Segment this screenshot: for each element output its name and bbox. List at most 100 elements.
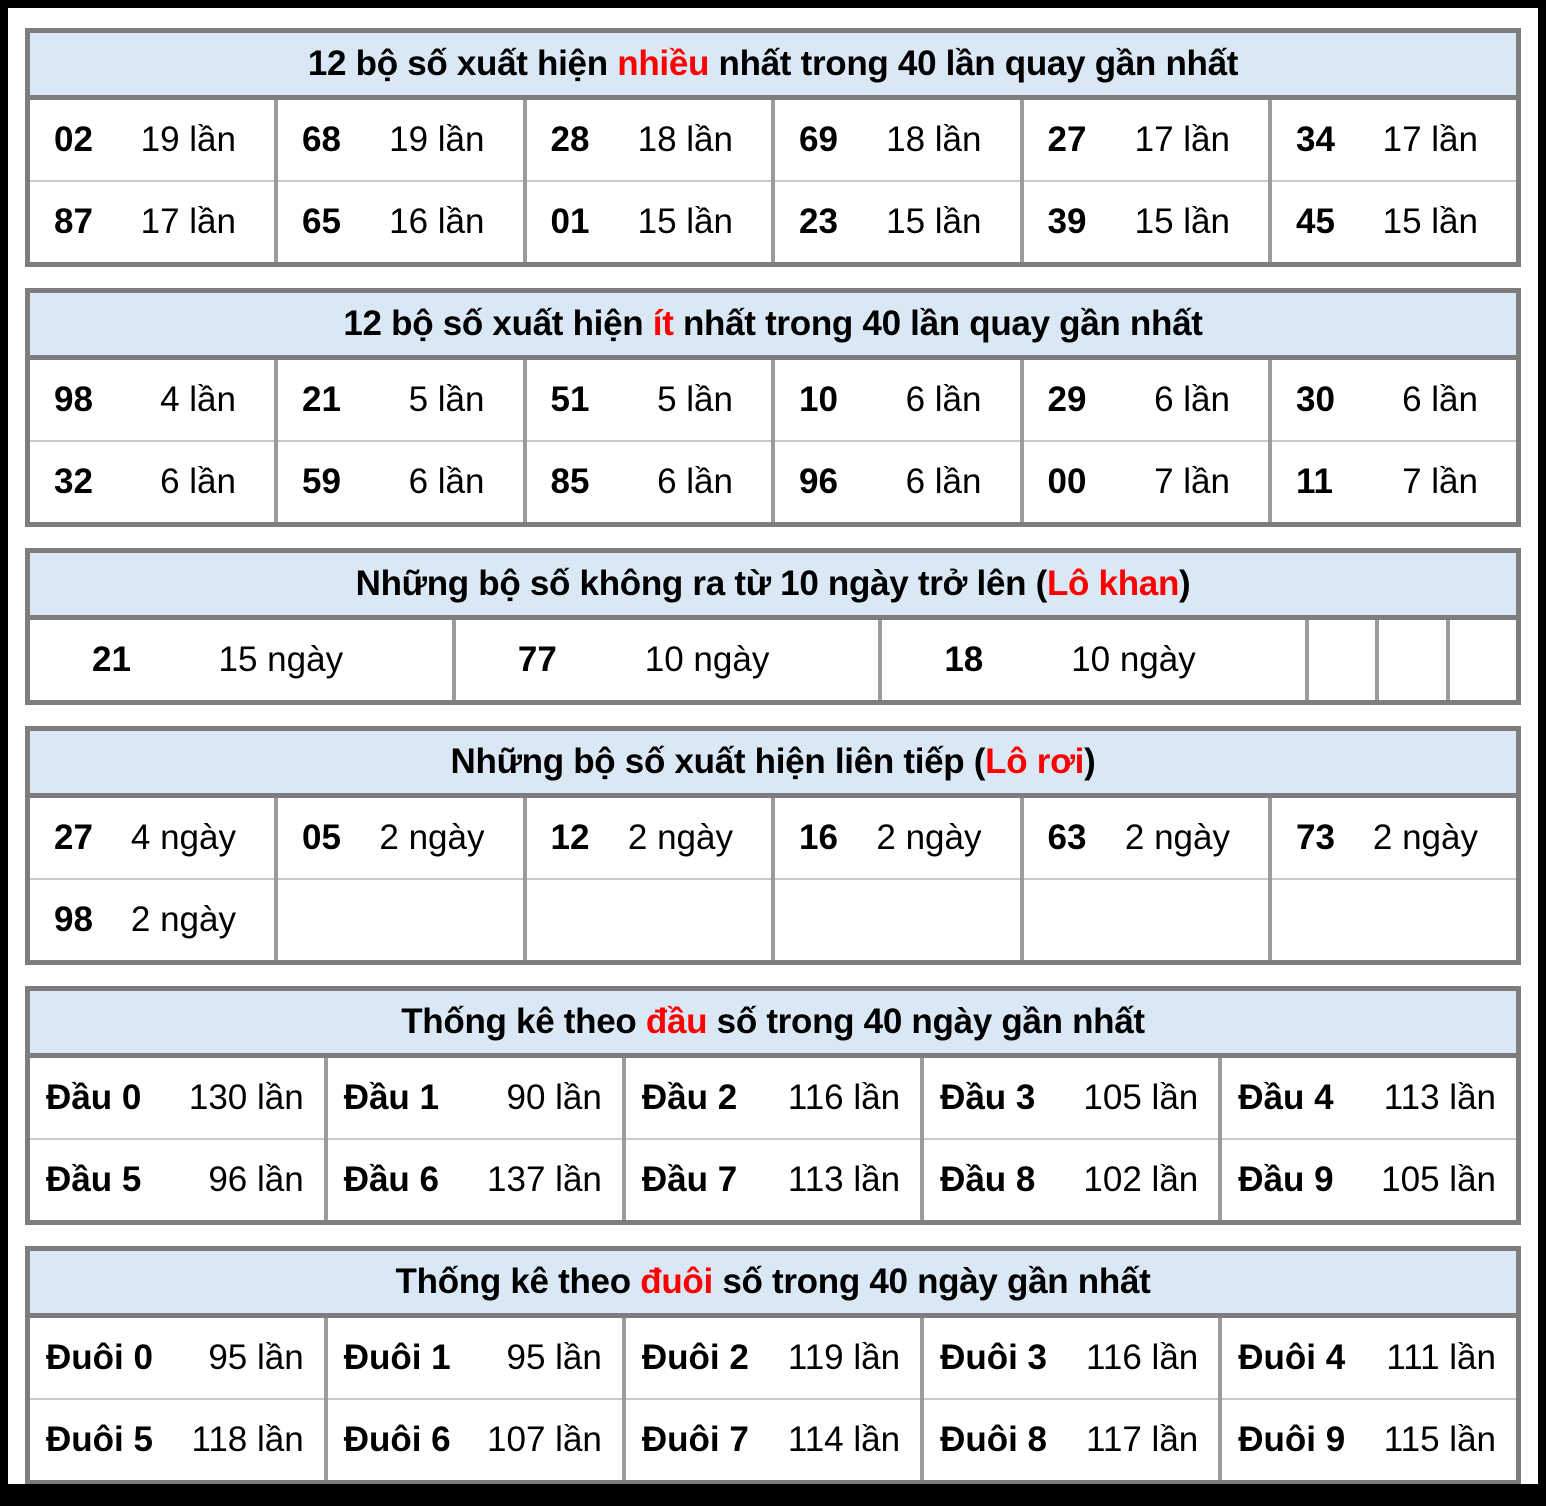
- frequency: 2 ngày: [876, 818, 982, 857]
- frequency: 6 lần: [905, 380, 982, 419]
- stat-cell: 28 18 lần: [522, 96, 775, 182]
- lottery-number: 65: [302, 202, 341, 241]
- title-text: Những bộ số không ra từ 10 ngày trở lên …: [355, 564, 1048, 603]
- frequency: 130 lần: [188, 1078, 304, 1117]
- stat-cell: 27 17 lần: [1019, 96, 1272, 182]
- stat-cell: Đầu 1 90 lần: [323, 1054, 626, 1140]
- frequency: 113 lần: [787, 1160, 901, 1199]
- frequency: 15 lần: [886, 202, 982, 241]
- frequency: 19 lần: [140, 120, 236, 159]
- stat-cell: 18 10 ngày: [878, 616, 1309, 704]
- lottery-number: 28: [550, 120, 590, 159]
- stat-cell: 69 18 lần: [771, 96, 1024, 182]
- table-least-frequent: 12 bộ số xuất hiện ít nhất trong 40 lần …: [25, 288, 1521, 527]
- frequency: 96 lần: [208, 1160, 304, 1199]
- stat-cell: 73 2 ngày: [1267, 794, 1521, 880]
- table-row: 21 15 ngày 77 10 ngày 18 10 ngày: [25, 616, 1521, 704]
- stat-cell: Đầu 0 130 lần: [25, 1054, 328, 1140]
- empty-cell: [522, 878, 775, 964]
- stat-cell: Đuôi 7 114 lần: [621, 1398, 925, 1484]
- stat-cell: 32 6 lần: [25, 440, 278, 526]
- lottery-number: 21: [92, 640, 131, 679]
- stat-cell: 10 6 lần: [771, 356, 1024, 442]
- title-accent: nhiều: [617, 44, 710, 83]
- title-text: 12 bộ số xuất hiện: [343, 304, 653, 343]
- title-text: Thống kê theo: [395, 1262, 641, 1301]
- stat-cell: 39 15 lần: [1019, 180, 1272, 266]
- stat-cell: 21 15 ngày: [25, 616, 456, 704]
- lottery-number: 51: [550, 380, 590, 419]
- frequency: 5 lần: [657, 380, 733, 419]
- frequency: 18 lần: [637, 120, 733, 159]
- frequency: 6 lần: [160, 462, 236, 501]
- empty-cell: [1019, 878, 1272, 964]
- table-title: Những bộ số không ra từ 10 ngày trở lên …: [27, 550, 1519, 620]
- lottery-number: 32: [54, 462, 93, 501]
- frequency: 119 lần: [787, 1338, 901, 1377]
- empty-cell: [771, 878, 1024, 964]
- frequency: 118 lần: [191, 1420, 304, 1459]
- stat-cell: 65 16 lần: [274, 180, 527, 266]
- stat-cell: Đuôi 9 115 lần: [1218, 1398, 1521, 1484]
- frequency: 116 lần: [1086, 1338, 1199, 1377]
- frequency: 19 lần: [389, 120, 485, 159]
- frequency: 2 ngày: [1372, 818, 1478, 857]
- frequency: 6 lần: [657, 462, 733, 501]
- stat-cell: 77 10 ngày: [451, 616, 883, 704]
- frequency: 15 ngày: [218, 640, 344, 679]
- title-accent: đầu: [645, 1002, 708, 1041]
- lottery-number: 01: [550, 202, 590, 241]
- digit-label: Đầu 2: [641, 1078, 738, 1117]
- stat-cell: 30 6 lần: [1267, 356, 1521, 442]
- frequency: 6 lần: [1402, 380, 1478, 419]
- frequency: 115 lần: [1383, 1420, 1496, 1459]
- stat-cell: 34 17 lần: [1267, 96, 1521, 182]
- stat-cell: Đầu 5 96 lần: [25, 1138, 328, 1224]
- stat-cell: Đầu 3 105 lần: [920, 1054, 1223, 1140]
- table-row: 32 6 lần 59 6 lần 85 6 lần 96 6 lần 00 7 lần …: [25, 440, 1521, 526]
- title-text: số trong 40 ngày gần nhất: [712, 1262, 1151, 1301]
- stat-cell: 29 6 lần: [1019, 356, 1272, 442]
- title-accent: đuôi: [640, 1262, 713, 1301]
- lottery-number: 98: [54, 380, 93, 419]
- table-title: Thống kê theo đuôi số trong 40 ngày gần …: [27, 1248, 1519, 1318]
- digit-label: Đuôi 1: [343, 1338, 451, 1377]
- lottery-number: 29: [1047, 380, 1087, 419]
- title-text: 12 bộ số xuất hiện: [307, 44, 618, 83]
- digit-label: Đầu 0: [46, 1078, 142, 1117]
- frequency: 90 lần: [506, 1078, 602, 1117]
- digit-label: Đầu 8: [940, 1160, 1036, 1199]
- frequency: 107 lần: [487, 1420, 602, 1459]
- stat-cell: Đầu 9 105 lần: [1218, 1138, 1521, 1224]
- digit-label: Đầu 1: [343, 1078, 439, 1117]
- lottery-number: 10: [799, 380, 838, 419]
- frequency: 10 ngày: [1071, 640, 1196, 679]
- stat-cell: 63 2 ngày: [1019, 794, 1272, 880]
- frequency: 16 lần: [389, 202, 485, 241]
- frequency: 6 lần: [1154, 380, 1230, 419]
- title-accent: Lô khan: [1046, 564, 1180, 603]
- table-title: 12 bộ số xuất hiện nhiều nhất trong 40 l…: [27, 30, 1519, 100]
- empty-cell: [1375, 616, 1450, 704]
- frequency: 17 lần: [1382, 120, 1478, 159]
- lottery-number: 45: [1295, 202, 1335, 241]
- stat-cell: Đầu 7 113 lần: [621, 1138, 925, 1224]
- stat-cell: Đuôi 6 107 lần: [323, 1398, 626, 1484]
- frequency: 105 lần: [1381, 1160, 1496, 1199]
- lottery-number: 02: [54, 120, 93, 159]
- stat-cell: 87 17 lần: [25, 180, 278, 266]
- lottery-number: 73: [1295, 818, 1335, 857]
- frequency: 6 lần: [408, 462, 485, 501]
- stat-cell: 27 4 ngày: [25, 794, 278, 880]
- lottery-number: 05: [302, 818, 341, 857]
- lottery-number: 23: [799, 202, 838, 241]
- digit-label: Đuôi 3: [940, 1338, 1048, 1377]
- lottery-number: 18: [944, 640, 984, 679]
- empty-cell: [1267, 878, 1521, 964]
- stat-cell: 16 2 ngày: [771, 794, 1024, 880]
- content-surface: 12 bộ số xuất hiện nhiều nhất trong 40 l…: [8, 8, 1538, 1484]
- stat-cell: Đuôi 0 95 lần: [25, 1314, 328, 1400]
- digit-label: Đầu 4: [1238, 1078, 1334, 1117]
- stat-cell: Đuôi 5 118 lần: [25, 1398, 328, 1484]
- table-title: Những bộ số xuất hiện liên tiếp (Lô rơi): [27, 728, 1519, 798]
